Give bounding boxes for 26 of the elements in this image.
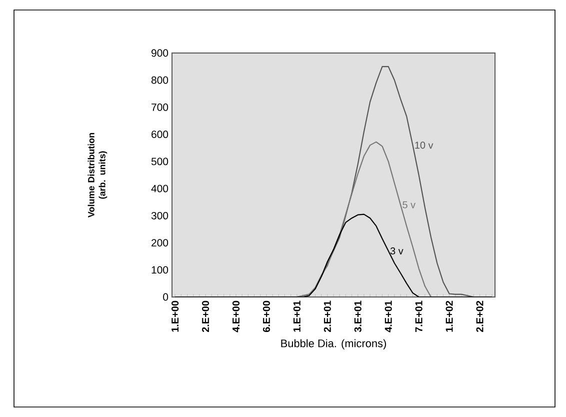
x-tick-label: 2.E+00	[202, 300, 210, 332]
y-tick-label: 100	[152, 266, 168, 274]
x-tick-label: 2.E+01	[324, 300, 331, 332]
y-tick-label: 600	[152, 130, 168, 138]
y-tick-label: 400	[151, 184, 168, 192]
x-tick-label: 3.E+01	[354, 300, 362, 332]
x-tick-label: 2.E+02	[476, 300, 484, 332]
series-label: 5 v	[402, 201, 416, 208]
y-tick-label: 800	[151, 76, 168, 84]
y-tick-label: 300	[151, 212, 168, 220]
y-tick-label: 0	[163, 293, 168, 301]
y-tick-label: 700	[152, 104, 168, 111]
x-tick-label: 1.E+02	[446, 300, 453, 332]
y-tick-label: 500	[151, 158, 168, 166]
x-tick-label: 1.E+01	[293, 300, 300, 332]
series-label: 3 v	[390, 247, 404, 254]
y-tick-label: 200	[152, 239, 168, 246]
x-tick-label: 6.E+00	[262, 300, 270, 332]
x-tick-label: 4.E+00	[232, 300, 240, 332]
x-tick-label: 1.E+00	[172, 300, 179, 332]
x-tick-label: 4.E+01	[384, 300, 392, 332]
x-axis-title: Bubble Dia. (microns)	[281, 339, 386, 350]
y-tick-label: 900	[152, 49, 168, 57]
y-axis-title: Volume Distribution (arb. units)	[88, 133, 108, 218]
x-tick-label: 7.E+01	[415, 300, 422, 332]
series-label: 10 v	[415, 142, 434, 149]
